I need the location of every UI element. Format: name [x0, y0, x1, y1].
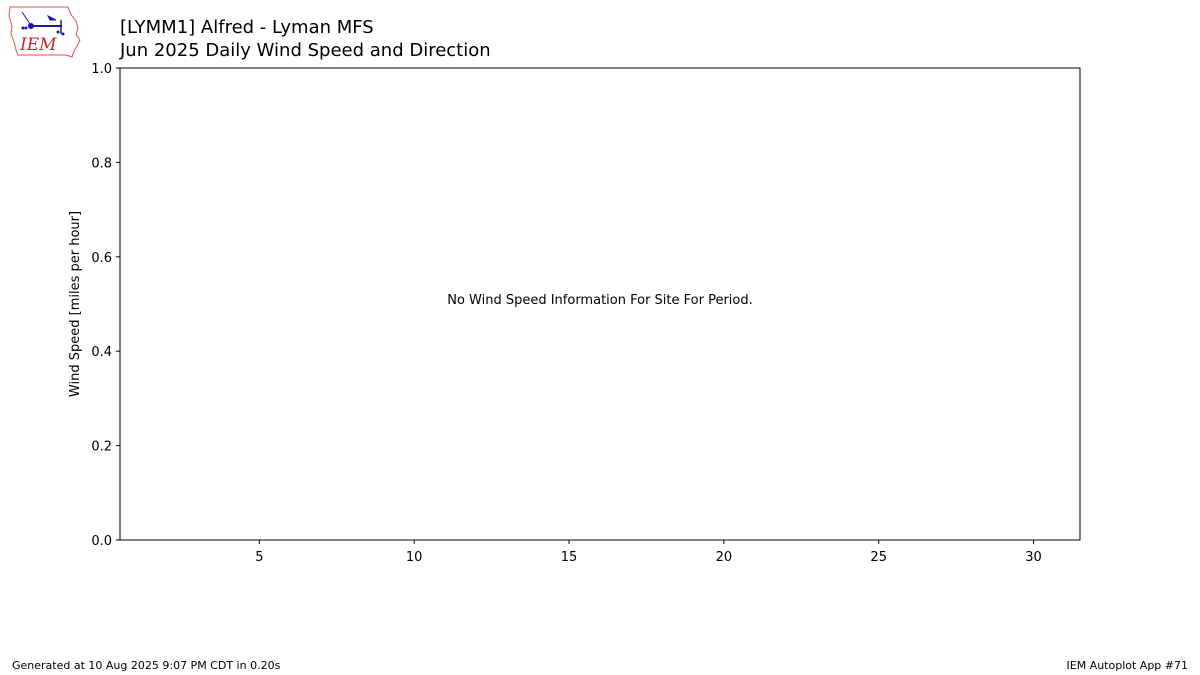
y-tick-label: 0.8 — [91, 156, 112, 171]
x-axis: 5 10 15 20 25 30 — [255, 540, 1042, 565]
y-tick-label: 0.4 — [91, 345, 112, 360]
weather-station-icon — [21, 11, 65, 36]
iem-logo: IEM — [8, 6, 81, 58]
generated-timestamp: Generated at 10 Aug 2025 9:07 PM CDT in … — [12, 659, 281, 672]
y-tick-label: 0.6 — [91, 251, 112, 266]
y-axis-label: Wind Speed [miles per hour] — [68, 211, 83, 397]
chart-title-line2: Jun 2025 Daily Wind Speed and Direction — [120, 40, 491, 61]
iem-logo-text: IEM — [19, 35, 57, 55]
app-label: IEM Autoplot App #71 — [1066, 659, 1189, 672]
chart-title-line1: [LYMM1] Alfred - Lyman MFS — [120, 17, 374, 38]
y-tick-label: 1.0 — [91, 62, 112, 77]
y-axis: 0.0 0.2 0.4 0.6 0.8 1.0 — [91, 62, 120, 549]
x-tick-label: 15 — [561, 550, 578, 565]
no-data-annotation: No Wind Speed Information For Site For P… — [447, 293, 753, 308]
x-tick-label: 20 — [716, 550, 733, 565]
x-tick-label: 30 — [1025, 550, 1042, 565]
plot-area — [119, 67, 1081, 541]
x-tick-label: 25 — [870, 550, 887, 565]
iowa-outline-icon — [8, 6, 81, 58]
x-tick-label: 5 — [255, 550, 263, 565]
y-tick-label: 0.0 — [91, 534, 112, 549]
y-tick-label: 0.2 — [91, 440, 112, 455]
x-tick-label: 10 — [406, 550, 423, 565]
